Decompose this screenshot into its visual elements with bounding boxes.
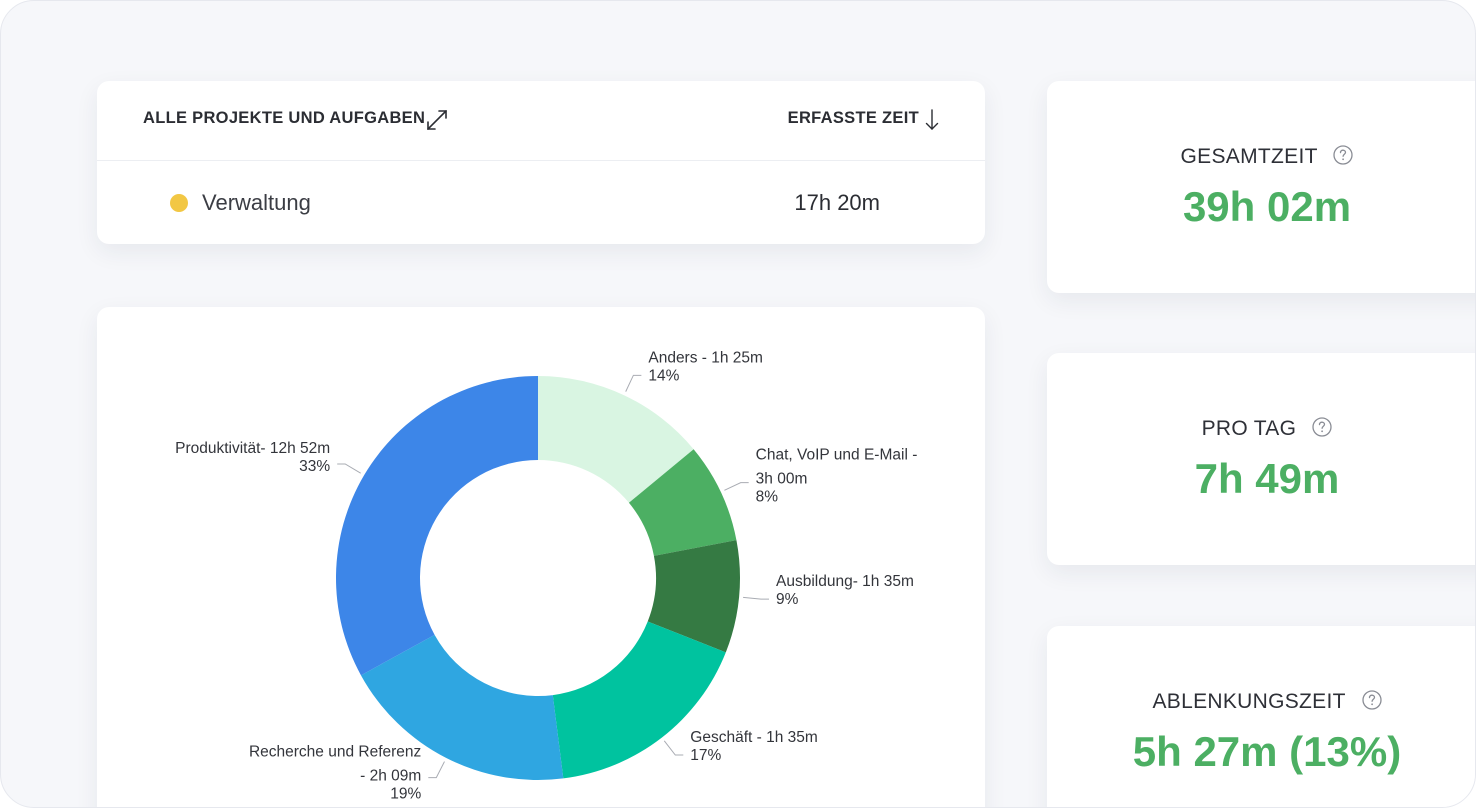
project-row[interactable]: Verwaltung 17h 20m xyxy=(97,161,985,244)
leader-line xyxy=(724,482,749,491)
slice-label-line: Recherche und Referenz xyxy=(249,744,421,761)
total-time-label: GESAMTZEIT xyxy=(1180,145,1318,168)
donut-slice[interactable] xyxy=(647,540,740,653)
per-day-value: 7h 49m xyxy=(1194,455,1340,502)
donut-slice[interactable] xyxy=(360,634,564,780)
leader-line xyxy=(625,374,642,392)
slice-label: Geschäft - 1h 35m 17% xyxy=(690,729,818,764)
leader-line xyxy=(337,463,361,474)
slice-label-line: Produktivität- 12h 52m xyxy=(175,440,330,457)
distraction-time-label: ABLENKUNGSZEIT xyxy=(1152,690,1346,713)
distraction-time-value: 5h 27m (13%) xyxy=(1132,728,1402,775)
donut-slice[interactable] xyxy=(538,376,694,503)
total-time-value: 39h 02m xyxy=(1182,183,1352,230)
slice-label: Ausbildung- 1h 35m 9% xyxy=(776,573,914,608)
slice-label-line: - 2h 09m xyxy=(360,768,421,785)
per-day-card: PRO TAG 7h 49m xyxy=(1047,353,1475,565)
slice-percent: 17% xyxy=(690,747,721,764)
distraction-time-card: ABLENKUNGSZEIT 5h 27m (13%) xyxy=(1047,626,1475,807)
leader-line xyxy=(743,596,770,600)
slice-percent: 14% xyxy=(648,367,679,384)
slice-percent: 19% xyxy=(390,786,421,803)
slice-percent: 33% xyxy=(299,458,330,475)
leader-line xyxy=(663,740,684,756)
slice-label-line: 3h 00m xyxy=(756,471,808,488)
project-color-dot xyxy=(170,194,188,212)
project-time: 17h 20m xyxy=(794,190,880,215)
sort-arrow-down-icon[interactable] xyxy=(925,108,939,132)
help-icon[interactable] xyxy=(1312,417,1333,437)
total-time-card: GESAMTZEIT 39h 02m xyxy=(1047,81,1475,293)
slice-label: Recherche und Referenz - 2h 09m 19% xyxy=(249,744,422,803)
chart-card: Anders - 1h 25m 14% Chat, VoIP und E-Mail … xyxy=(97,307,985,807)
projects-card: ALLE PROJEKTE UND AUFGABEN ERFASSTE ZEIT… xyxy=(97,81,985,244)
slice-label: Chat, VoIP und E-Mail - 3h 00m 8% xyxy=(756,447,918,506)
expand-icon[interactable] xyxy=(425,108,449,132)
per-day-label: PRO TAG xyxy=(1201,417,1297,440)
slice-percent: 9% xyxy=(776,591,799,608)
slice-label-line: Geschäft - 1h 35m xyxy=(690,729,818,746)
project-name: Verwaltung xyxy=(202,190,311,215)
projects-header: ALLE PROJEKTE UND AUFGABEN ERFASSTE ZEIT xyxy=(97,81,985,161)
donut-slice[interactable] xyxy=(552,621,726,779)
leader-line xyxy=(428,761,445,779)
slice-label: Anders - 1h 25m 14% xyxy=(648,349,763,384)
slice-label-line: Ausbildung- 1h 35m xyxy=(776,573,914,590)
projects-title: ALLE PROJEKTE UND AUFGABEN xyxy=(143,109,426,127)
donut-chart: Anders - 1h 25m 14% Chat, VoIP und E-Mail … xyxy=(175,349,918,803)
time-column-header[interactable]: ERFASSTE ZEIT xyxy=(787,109,919,127)
donut-slice[interactable] xyxy=(336,376,538,676)
slice-label-line: Chat, VoIP und E-Mail - xyxy=(756,447,918,464)
slice-label-line: Anders - 1h 25m xyxy=(648,349,763,366)
help-icon[interactable] xyxy=(1333,145,1354,165)
slice-label: Produktivität- 12h 52m 33% xyxy=(175,440,330,475)
slice-percent: 8% xyxy=(756,489,779,506)
donut-slice[interactable] xyxy=(628,449,737,556)
help-icon[interactable] xyxy=(1361,690,1382,710)
